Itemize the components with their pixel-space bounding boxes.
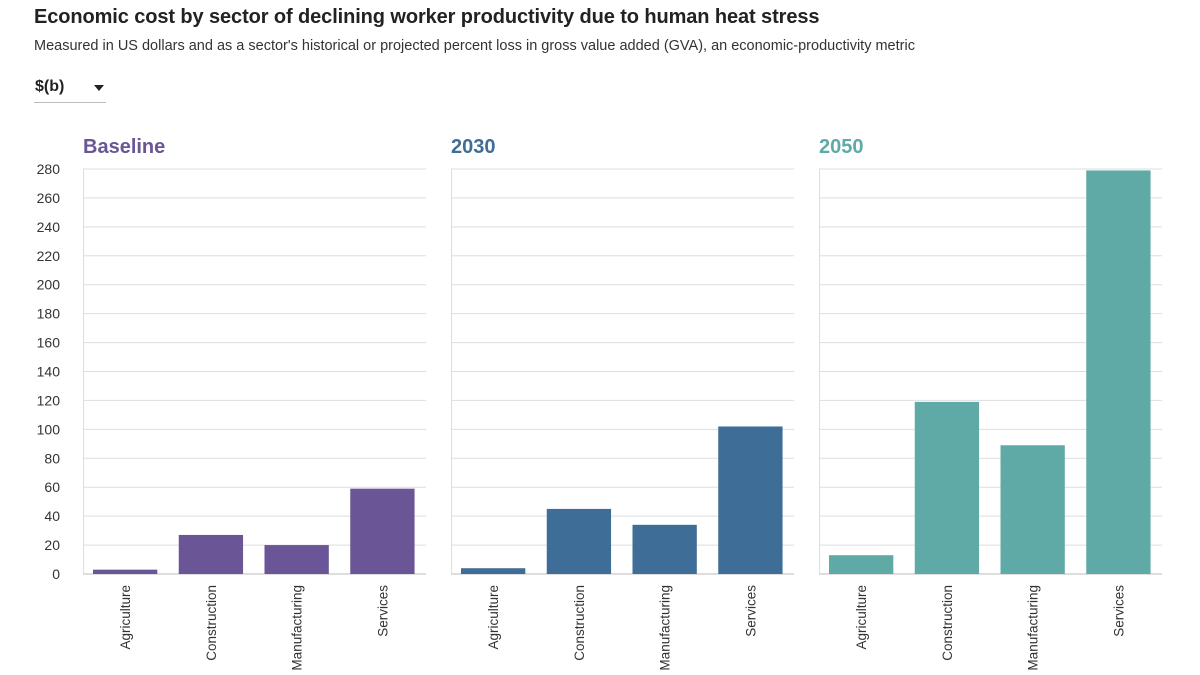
- bar: [350, 488, 415, 574]
- bar: [546, 508, 612, 574]
- bar: [461, 568, 526, 574]
- panel-1: 2030 Agriculture Construction Manufacturing…: [451, 136, 794, 671]
- y-tick-label: 120: [37, 392, 61, 408]
- y-tick-label: 40: [44, 508, 60, 524]
- panel-0: Baseline Agriculture Construction Manufactu…: [83, 136, 426, 671]
- bar: [178, 534, 244, 574]
- chart-subtitle: Measured in US dollars and as a sector's…: [34, 38, 915, 54]
- y-tick-label: 220: [37, 248, 61, 264]
- category-label: Services: [375, 585, 390, 637]
- y-tick-label: 160: [37, 335, 61, 351]
- y-tick-label: 140: [37, 364, 61, 380]
- unit-dropdown-value: $(b): [35, 78, 65, 95]
- y-tick-label: 240: [37, 219, 61, 235]
- y-tick-label: 260: [37, 190, 61, 206]
- panel-title: 2050: [819, 136, 864, 158]
- unit-dropdown[interactable]: $(b): [34, 74, 106, 103]
- y-tick-label: 80: [44, 450, 60, 466]
- bar: [718, 426, 783, 574]
- caret-down-icon: [94, 85, 104, 91]
- bar: [914, 401, 980, 574]
- bar: [264, 545, 329, 574]
- category-label: Services: [1111, 585, 1126, 637]
- y-tick-label: 20: [44, 537, 60, 553]
- category-label: Agriculture: [486, 585, 501, 650]
- category-label: Agriculture: [118, 585, 133, 650]
- category-label: Agriculture: [854, 585, 869, 650]
- bar: [1000, 445, 1065, 574]
- y-tick-label: 280: [37, 161, 61, 177]
- bar: [829, 555, 894, 574]
- y-tick-label: 0: [52, 566, 60, 582]
- category-label: Construction: [204, 585, 219, 661]
- panel-title: Baseline: [83, 136, 165, 158]
- category-label: Manufacturing: [658, 585, 673, 671]
- bar: [93, 569, 158, 574]
- bar: [632, 524, 697, 574]
- category-label: Construction: [940, 585, 955, 661]
- category-label: Manufacturing: [1026, 585, 1041, 671]
- category-label: Services: [743, 585, 758, 637]
- y-tick-label: 60: [44, 479, 60, 495]
- y-tick-label: 100: [37, 421, 61, 437]
- panel-title: 2030: [451, 136, 496, 158]
- category-label: Construction: [572, 585, 587, 661]
- chart-title: Economic cost by sector of declining wor…: [34, 6, 820, 28]
- category-label: Manufacturing: [290, 585, 305, 671]
- y-tick-label: 200: [37, 277, 61, 293]
- panel-2: 2050 Agriculture Construction Manufacturing…: [819, 136, 1162, 671]
- bar: [1086, 170, 1151, 575]
- y-tick-label: 180: [37, 306, 61, 322]
